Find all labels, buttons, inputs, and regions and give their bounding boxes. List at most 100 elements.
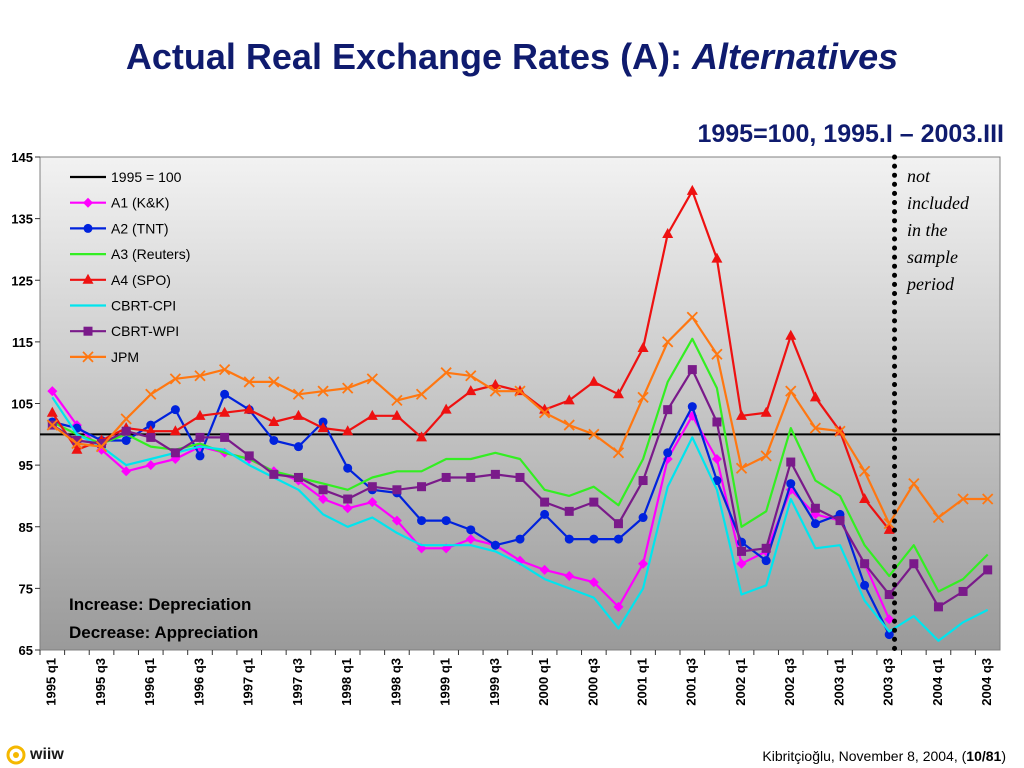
legend-item: A2 (TNT) [70,220,169,236]
data-point-square [564,506,574,516]
legend-item: JPM [70,349,139,365]
data-point-square [170,448,180,458]
data-point-x-stroke [686,311,698,323]
data-point-square [490,469,500,479]
data-point-triangle [637,342,649,353]
data-point-x [465,370,477,382]
data-point-circle [343,463,353,473]
data-point-circle [663,448,673,458]
data-point-triangle [268,415,280,426]
x-tick-label: 2004 q1 [930,658,945,706]
x-tick-label: 2003 q1 [831,658,846,706]
data-point-x [366,373,378,385]
data-point-x [735,462,748,474]
data-point-x-stroke [82,351,94,363]
data-point-square [613,519,623,529]
data-point-square [441,472,451,482]
data-point-x-stroke [834,425,846,437]
data-point-triangle [416,431,428,442]
data-point-triangle [169,425,181,436]
data-point-x [120,413,132,425]
data-point-square [244,451,254,461]
data-point-square [909,559,919,569]
data-point-triangle [662,228,674,239]
legend-label: JPM [111,349,139,365]
data-point-x [538,407,551,419]
data-point-triangle [736,409,748,420]
data-point-x [95,441,108,453]
data-point-circle [269,435,279,445]
wiiw-logo-icon [6,745,26,765]
data-point-circle [83,223,93,233]
data-point-x [194,370,206,382]
legend-label: CBRT-WPI [111,323,179,339]
data-point-x-stroke [120,413,132,425]
legend-label: A1 (K&K) [111,195,169,211]
y-tick-label: 145 [11,150,33,165]
data-point-circle [860,580,870,590]
x-tick-label: 2002 q3 [782,658,797,706]
data-point-circle [638,513,648,523]
data-point-square [983,565,993,575]
x-tick-label: 1997 q3 [290,658,305,706]
data-point-square [97,439,107,449]
data-point-x [440,367,452,379]
data-point-x-stroke [588,428,600,440]
data-point-diamond [588,577,599,588]
data-point-diamond [539,564,550,575]
data-point-x [834,425,846,437]
depreciation-note: Decrease: Appreciation [69,623,258,642]
data-point-circle [170,405,180,415]
data-point-x-stroke [415,388,428,400]
x-tick-label: 2001 q1 [635,658,650,706]
data-point-x-stroke [71,437,83,450]
data-point-x-stroke [366,373,378,385]
data-point-diamond [47,386,58,397]
data-point-circle [810,519,820,529]
data-point-x [342,382,354,394]
data-point-square [121,426,131,436]
series-cbrt-wpi [47,365,993,612]
data-point-circle [466,525,476,535]
data-point-x-stroke [194,370,206,382]
data-point-triangle [588,375,600,386]
not-included-note: included [907,193,970,213]
data-point-triangle [391,409,403,420]
data-point-diamond [638,558,649,569]
page-title: Actual Real Exchange Rates (A): Alternat… [0,36,1024,78]
data-point-x-stroke [440,367,452,379]
data-point-diamond [391,515,402,526]
x-tick-label: 1998 q1 [339,658,354,706]
data-point-triangle [760,406,772,417]
data-point-triangle [809,391,821,402]
data-point-x-stroke [489,385,502,397]
not-included-note: period [905,274,955,294]
data-point-circle [786,479,796,489]
data-point-x [268,376,280,388]
data-point-x [809,422,822,434]
footer-author: Kibritçioğlu, November 8, 2004, ( [762,748,967,764]
data-point-square [835,516,845,526]
data-point-square [860,559,870,569]
y-tick-label: 115 [12,335,33,350]
footer-close: ) [1001,748,1006,764]
data-point-triangle [612,388,624,399]
legend-item: A4 (SPO) [70,272,171,288]
legend-label: A4 (SPO) [111,272,171,288]
data-point-diamond [83,197,93,208]
data-point-x [662,336,674,348]
series-cbrt-cpi [51,396,989,642]
data-point-x-stroke [538,407,551,419]
data-point-x [760,450,772,462]
data-point-circle [613,534,623,544]
series-a4-spo [46,184,895,534]
data-point-x-stroke [145,388,157,400]
data-point-triangle [465,385,477,396]
data-point-circle [195,451,205,461]
data-point-x [145,388,157,400]
not-included-note: in the [907,220,948,240]
data-point-x-stroke [169,373,182,385]
x-tick-label: 1999 q3 [487,658,502,706]
legend-label: A2 (TNT) [111,220,169,236]
data-point-square [810,503,820,513]
